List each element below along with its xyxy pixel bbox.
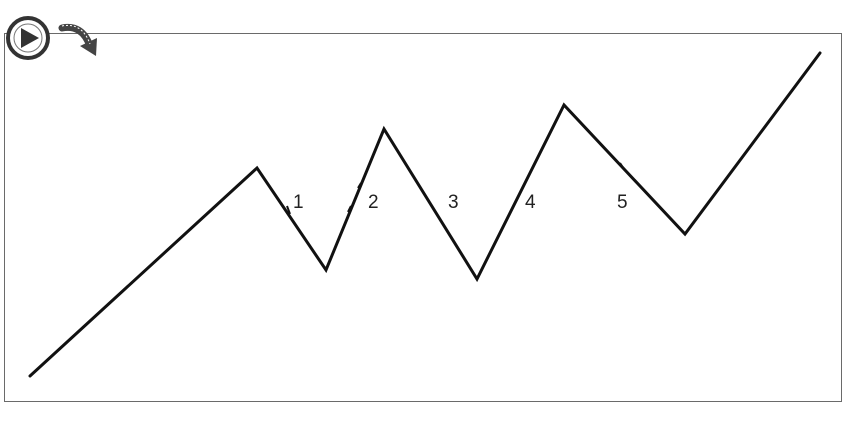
wave-label-3: 3 bbox=[448, 192, 459, 213]
wave-label-4: 4 bbox=[525, 192, 536, 213]
wave-label-5: 5 bbox=[617, 192, 628, 213]
wave-label-1: 1 bbox=[293, 192, 304, 213]
curved-arrow-icon bbox=[62, 25, 97, 56]
wave-label-2: 2 bbox=[368, 192, 379, 213]
logo bbox=[4, 12, 100, 62]
play-circle-icon bbox=[8, 18, 48, 58]
wave-line bbox=[30, 53, 820, 376]
